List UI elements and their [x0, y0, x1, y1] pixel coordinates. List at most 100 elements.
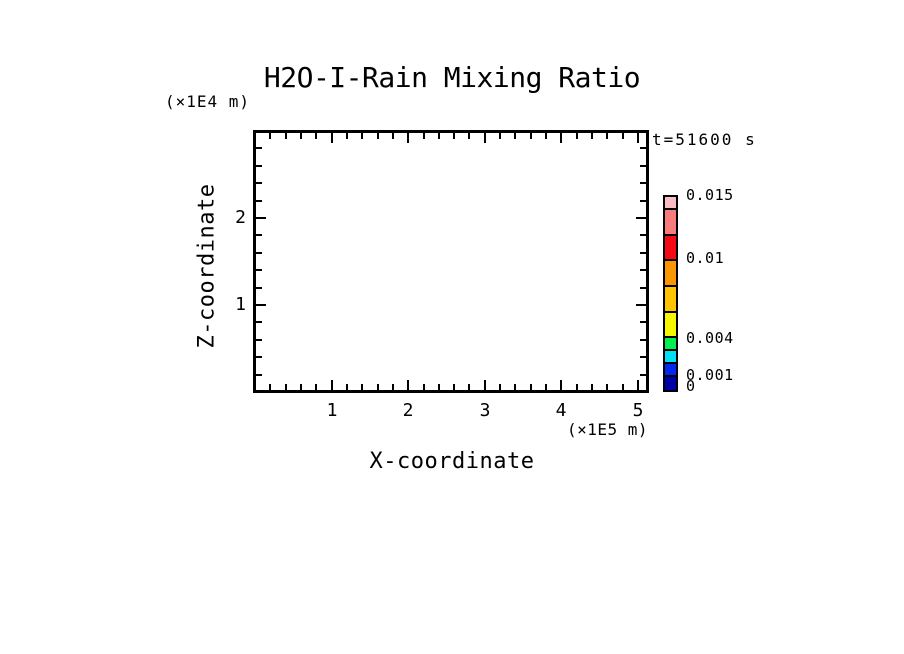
colorbar-tick-label: 0.015: [686, 186, 734, 204]
y-tick-minor: [640, 200, 646, 202]
y-tick-label: 1: [235, 294, 246, 315]
colorbar-segment: [665, 235, 676, 262]
x-tick-minor: [468, 133, 470, 139]
y-tick-minor: [640, 356, 646, 358]
y-tick-label: 2: [235, 207, 246, 228]
x-tick-major: [484, 133, 486, 143]
plot-area: [253, 130, 649, 393]
y-tick-minor: [640, 374, 646, 376]
x-tick-minor: [453, 133, 455, 139]
x-tick-minor: [423, 133, 425, 139]
y-tick-major: [636, 217, 646, 219]
x-tick-minor: [514, 133, 516, 139]
x-tick-major: [637, 133, 639, 143]
y-tick-minor: [640, 234, 646, 236]
y-tick-minor: [640, 165, 646, 167]
x-tick-minor: [499, 384, 501, 390]
x-tick-minor: [606, 384, 608, 390]
x-tick-minor: [576, 133, 578, 139]
x-tick-minor: [591, 384, 593, 390]
x-tick-minor: [377, 133, 379, 139]
x-tick-minor: [591, 133, 593, 139]
y-tick-minor: [256, 374, 262, 376]
x-tick-label: 3: [479, 400, 491, 421]
x-tick-label: 4: [555, 400, 567, 421]
colorbar-tick-label: 0.01: [686, 249, 725, 267]
y-tick-minor: [640, 269, 646, 271]
time-annotation: t=51600 s: [652, 130, 757, 149]
x-axis-title: X-coordinate: [369, 449, 535, 474]
x-tick-minor: [545, 133, 547, 139]
x-tick-minor: [530, 133, 532, 139]
x-tick-minor: [315, 133, 317, 139]
x-tick-minor: [545, 384, 547, 390]
x-tick-minor: [269, 133, 271, 139]
y-tick-major: [256, 304, 266, 306]
x-tick-minor: [300, 384, 302, 390]
x-tick-major: [407, 133, 409, 143]
x-tick-minor: [361, 133, 363, 139]
x-tick-minor: [606, 133, 608, 139]
y-axis-unit-label: (×1E4 m): [164, 92, 250, 111]
x-tick-minor: [346, 384, 348, 390]
y-tick-minor: [256, 339, 262, 341]
colorbar-tick-label: 0.001: [686, 366, 734, 384]
x-tick-major: [407, 380, 409, 390]
y-tick-minor: [640, 321, 646, 323]
x-tick-minor: [453, 384, 455, 390]
x-tick-minor: [300, 133, 302, 139]
y-tick-minor: [640, 339, 646, 341]
x-tick-label: 5: [632, 400, 644, 421]
x-tick-minor: [423, 384, 425, 390]
y-tick-major: [256, 217, 266, 219]
colorbar-segment: [665, 209, 676, 236]
y-tick-major: [636, 304, 646, 306]
x-tick-minor: [377, 384, 379, 390]
x-tick-minor: [315, 384, 317, 390]
x-tick-minor: [622, 384, 624, 390]
x-tick-minor: [285, 133, 287, 139]
x-tick-minor: [468, 384, 470, 390]
y-tick-minor: [256, 356, 262, 358]
x-tick-minor: [622, 133, 624, 139]
x-tick-minor: [392, 133, 394, 139]
y-axis-title: Z-coordinate: [194, 183, 220, 349]
x-tick-minor: [285, 384, 287, 390]
colorbar-tick-label: 0.004: [686, 329, 734, 347]
x-tick-minor: [438, 133, 440, 139]
y-tick-minor: [640, 252, 646, 254]
y-tick-minor: [256, 165, 262, 167]
x-tick-minor: [392, 384, 394, 390]
y-tick-minor: [640, 182, 646, 184]
y-tick-minor: [256, 200, 262, 202]
y-tick-minor: [256, 269, 262, 271]
y-tick-minor: [640, 147, 646, 149]
chart-title: H2O-I-Rain Mixing Ratio: [263, 61, 641, 94]
colorbar-segment: [665, 364, 676, 378]
x-tick-major: [560, 380, 562, 390]
y-tick-minor: [256, 287, 262, 289]
x-tick-minor: [269, 384, 271, 390]
colorbar-segment: [665, 261, 676, 288]
colorbar-segment: [665, 351, 676, 365]
colorbar-segment: [665, 287, 676, 313]
y-tick-minor: [256, 182, 262, 184]
colorbar-segment: [665, 377, 676, 390]
x-tick-minor: [499, 133, 501, 139]
colorbar-segment: [665, 197, 676, 210]
y-tick-minor: [256, 234, 262, 236]
x-tick-minor: [438, 384, 440, 390]
x-tick-minor: [576, 384, 578, 390]
colorbar-segment: [665, 338, 676, 352]
x-tick-minor: [530, 384, 532, 390]
y-tick-minor: [256, 147, 262, 149]
x-tick-label: 1: [326, 400, 338, 421]
x-tick-label: 2: [402, 400, 414, 421]
y-tick-minor: [256, 321, 262, 323]
x-tick-minor: [514, 384, 516, 390]
x-tick-minor: [361, 384, 363, 390]
colorbar: [663, 195, 678, 392]
y-tick-minor: [256, 252, 262, 254]
x-tick-minor: [346, 133, 348, 139]
x-tick-major: [484, 380, 486, 390]
